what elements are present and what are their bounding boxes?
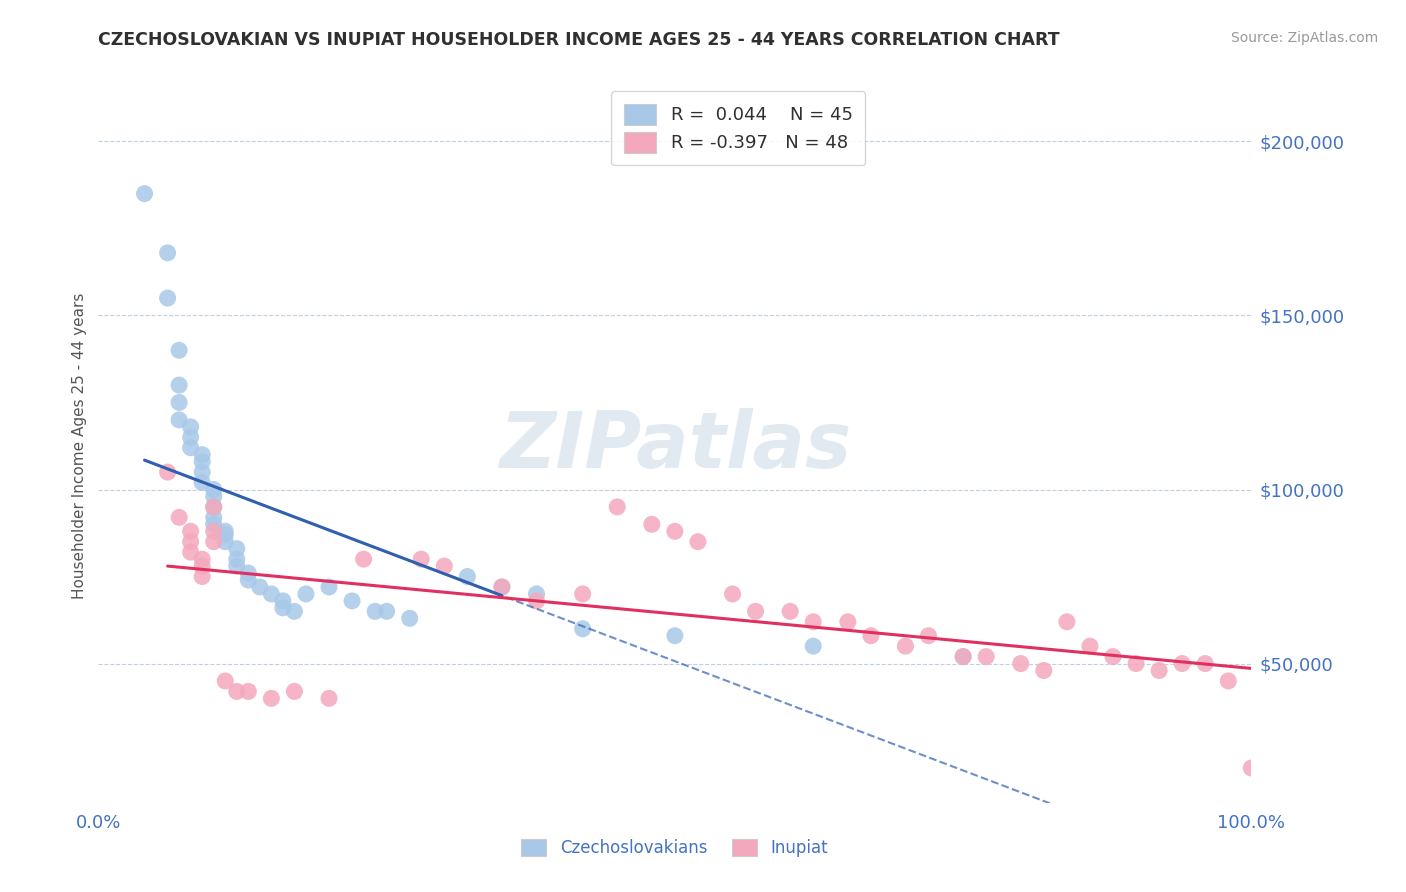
Point [974, 649, 997, 664]
Point [491, 580, 513, 594]
Point [1010, 657, 1032, 671]
Point [664, 629, 686, 643]
Point [353, 552, 375, 566]
Point [744, 604, 766, 618]
Point [180, 430, 202, 444]
Point [167, 395, 190, 409]
Point [606, 500, 628, 514]
Point [134, 186, 156, 201]
Point [952, 649, 974, 664]
Point [225, 684, 247, 698]
Point [191, 465, 214, 479]
Point [167, 510, 190, 524]
Point [1147, 664, 1170, 678]
Point [260, 587, 283, 601]
Point [202, 510, 225, 524]
Point [202, 500, 225, 514]
Point [238, 684, 260, 698]
Point [433, 559, 456, 574]
Point [491, 580, 513, 594]
Text: ZIPatlas: ZIPatlas [499, 408, 851, 484]
Point [456, 569, 478, 583]
Point [214, 673, 236, 688]
Point [214, 524, 236, 539]
Point [801, 639, 824, 653]
Point [1102, 649, 1125, 664]
Point [202, 490, 225, 504]
Point [375, 604, 398, 618]
Point [271, 594, 294, 608]
Point [1194, 657, 1216, 671]
Point [571, 587, 593, 601]
Point [295, 587, 318, 601]
Point [1056, 615, 1078, 629]
Point [364, 604, 387, 618]
Point [1125, 657, 1147, 671]
Point [202, 534, 225, 549]
Point [167, 378, 190, 392]
Point [202, 517, 225, 532]
Point [238, 573, 260, 587]
Point [1171, 657, 1194, 671]
Point [641, 517, 664, 532]
Point [214, 534, 236, 549]
Point [283, 684, 305, 698]
Point [318, 691, 340, 706]
Point [526, 594, 548, 608]
Point [180, 545, 202, 559]
Point [191, 448, 214, 462]
Point [180, 420, 202, 434]
Point [191, 569, 214, 583]
Point [156, 465, 179, 479]
Point [191, 455, 214, 469]
Legend: Czechoslovakians, Inupiat: Czechoslovakians, Inupiat [513, 831, 837, 866]
Point [249, 580, 271, 594]
Point [664, 524, 686, 539]
Point [779, 604, 801, 618]
Point [202, 524, 225, 539]
Point [225, 541, 247, 556]
Point [283, 604, 305, 618]
Point [225, 552, 247, 566]
Point [191, 552, 214, 566]
Point [318, 580, 340, 594]
Point [571, 622, 593, 636]
Point [167, 413, 190, 427]
Point [801, 615, 824, 629]
Point [167, 343, 190, 358]
Point [238, 566, 260, 580]
Point [894, 639, 917, 653]
Point [180, 524, 202, 539]
Point [859, 629, 882, 643]
Point [1032, 664, 1054, 678]
Point [917, 629, 939, 643]
Point [271, 600, 294, 615]
Point [837, 615, 859, 629]
Point [180, 534, 202, 549]
Point [191, 475, 214, 490]
Point [180, 441, 202, 455]
Point [1240, 761, 1263, 775]
Point [225, 559, 247, 574]
Point [1078, 639, 1101, 653]
Point [260, 691, 283, 706]
Point [721, 587, 744, 601]
Y-axis label: Householder Income Ages 25 - 44 years: Householder Income Ages 25 - 44 years [72, 293, 87, 599]
Point [1218, 673, 1240, 688]
Point [398, 611, 420, 625]
Point [214, 528, 236, 542]
Text: CZECHOSLOVAKIAN VS INUPIAT HOUSEHOLDER INCOME AGES 25 - 44 YEARS CORRELATION CHA: CZECHOSLOVAKIAN VS INUPIAT HOUSEHOLDER I… [98, 31, 1060, 49]
Point [202, 500, 225, 514]
Point [686, 534, 709, 549]
Point [411, 552, 433, 566]
Point [340, 594, 363, 608]
Point [952, 649, 974, 664]
Point [191, 559, 214, 574]
Point [156, 245, 179, 260]
Point [156, 291, 179, 305]
Text: Source: ZipAtlas.com: Source: ZipAtlas.com [1230, 31, 1378, 45]
Point [526, 587, 548, 601]
Point [202, 483, 225, 497]
